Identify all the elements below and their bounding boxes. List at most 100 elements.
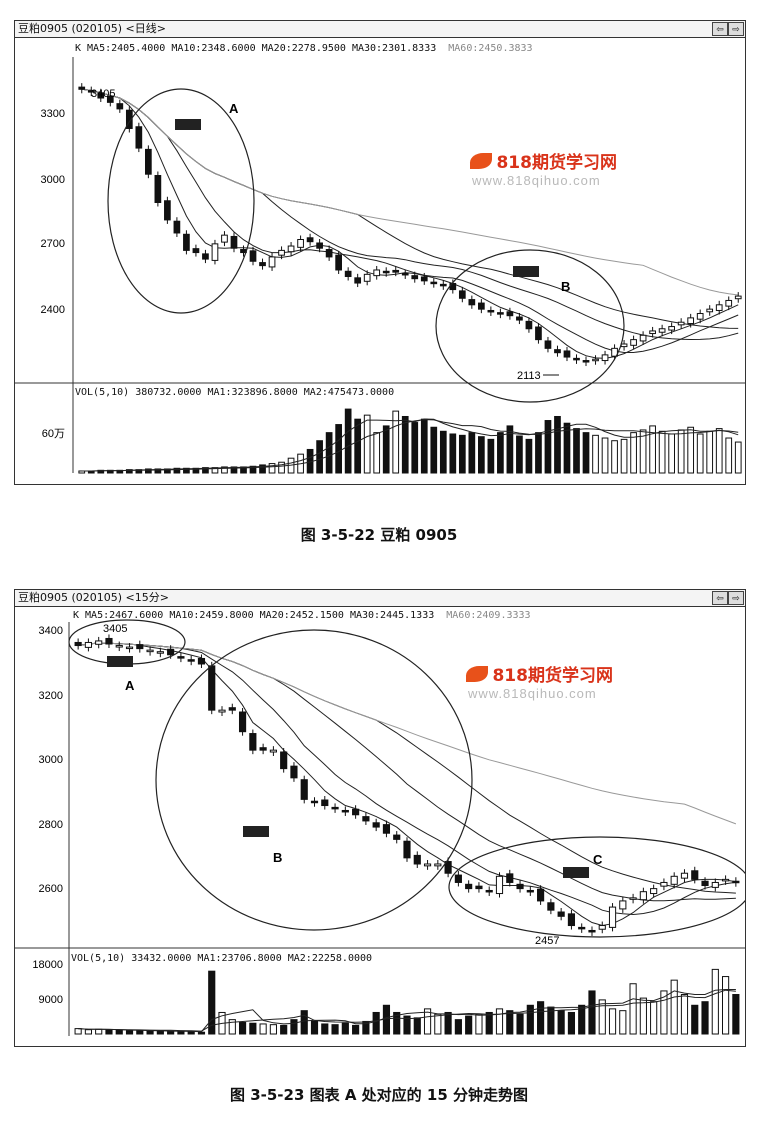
daily-candle (630, 335, 637, 350)
daily-candle (116, 99, 124, 113)
min15-volume-bar (711, 968, 719, 1035)
min15-ma60-value: MA60:2409.3333 (446, 610, 531, 621)
flame-icon-2 (466, 665, 488, 682)
min15-candle (259, 743, 267, 755)
watermark-logo-1: 818期货学习网 www.818qihuo.com (470, 148, 617, 188)
daily-candle (668, 322, 675, 335)
daily-volume-bar (487, 438, 495, 474)
min15-volume-bar (537, 1001, 545, 1035)
daily-candle (392, 266, 400, 277)
min15-volume-bar (269, 1024, 277, 1035)
daily-chart-title: 豆粕0905 (020105) <日线> (15, 21, 745, 38)
min15-chart-panel: 豆粕0905 (020105) <15分> ⇦ ⇨ K MA5:2467.600… (14, 589, 746, 1047)
min15-candle (454, 871, 462, 887)
daily-candle (458, 286, 466, 303)
min15-volume-bar (310, 1020, 319, 1035)
daily-candle (592, 355, 599, 365)
min15-volume-bar (238, 1022, 247, 1035)
daily-volume-bar (582, 432, 590, 474)
daily-volume-bar (354, 418, 362, 474)
min15-volume-bar (352, 1024, 360, 1035)
daily-volume-bar (506, 425, 514, 474)
daily-volume-bar (249, 465, 257, 474)
min15-candle (516, 880, 524, 893)
daily-candle (506, 307, 514, 320)
min15-volume-bar (423, 1008, 432, 1035)
daily-ma60-value: MA60:2450.3833 (448, 43, 533, 54)
daily-candle (382, 267, 390, 277)
min15-candle (495, 872, 504, 898)
min15-candle (84, 638, 92, 652)
min15-volume-bar (557, 1010, 565, 1035)
min15-candle (680, 869, 689, 883)
min15-candle (547, 898, 555, 915)
daily-volume-bar (335, 424, 342, 474)
min15-candle (475, 882, 483, 893)
daily-chart-canvas: 3300 3000 2700 2400 60万 A B 3405 2113 (15, 57, 745, 474)
daily-candle (87, 86, 95, 97)
min15-candle (722, 875, 730, 885)
daily-candle (420, 272, 428, 285)
daily-candle (439, 280, 447, 290)
min15-candle (403, 837, 411, 862)
min15-candle (156, 647, 164, 658)
daily-candle (78, 83, 86, 94)
min15-volume-bar (444, 1011, 452, 1035)
min15-candle (413, 851, 421, 868)
min15-candle (300, 775, 308, 804)
daily-candle (268, 252, 276, 271)
min15-ma10-line (78, 642, 736, 916)
min15-candle (372, 818, 380, 832)
min15-volume-bar (393, 1011, 401, 1035)
min15-volume-bar (629, 983, 637, 1035)
daily-volume-bar (430, 426, 438, 474)
daily-volume-bar (516, 435, 523, 474)
watermark-brand-1: 818期货学习网 (496, 153, 617, 173)
min15-volume-bar (732, 994, 740, 1035)
daily-candle (611, 344, 618, 361)
daily-volume-bar (677, 429, 685, 474)
min15-candle (321, 796, 329, 810)
min15-candle (280, 748, 288, 773)
daily-price-tick-3300: 3300 (41, 108, 65, 120)
min15-volume-bar (146, 1030, 154, 1035)
daily-volume-bar (658, 430, 666, 474)
min15-volume-bar (578, 1004, 586, 1035)
daily-volume-bar (734, 441, 742, 474)
annotation-label-a: A (229, 101, 239, 116)
min15-volume-bar (691, 1004, 699, 1035)
min15-candle (485, 886, 493, 896)
scroll-left-button[interactable]: ⇦ (712, 22, 728, 36)
daily-candle (373, 265, 381, 280)
daily-candle (715, 300, 723, 315)
watermark-brand-2: 818期货学习网 (492, 666, 613, 686)
daily-candle (335, 251, 342, 274)
min15-volume-bar (125, 1030, 134, 1035)
min15-vol-ma10-line (78, 989, 736, 1032)
scroll-right-button[interactable]: ⇨ (728, 22, 744, 36)
min15-candle (557, 908, 565, 921)
min15-volume-bar (105, 1029, 113, 1035)
min15-candle (382, 820, 391, 838)
min15-ma60-line (78, 642, 737, 825)
daily-volume-bar (630, 432, 637, 474)
min15-candle (208, 661, 216, 715)
min15-candle (567, 909, 576, 930)
min15-volume-bar (177, 1030, 185, 1035)
scroll-left-button-2[interactable]: ⇦ (712, 591, 728, 605)
min15-price-tick-3200: 3200 (39, 690, 63, 702)
daily-candle (173, 217, 181, 237)
daily-candle (278, 246, 285, 260)
min15-volume-bar (331, 1024, 339, 1035)
daily-ma-values: K MA5:2405.4000 MA10:2348.6000 MA20:2278… (75, 43, 437, 54)
min15-volume-bar (680, 994, 689, 1035)
min15-volume-bar (475, 1013, 483, 1035)
daily-volume-bar (449, 433, 457, 474)
scroll-right-button-2[interactable]: ⇨ (728, 591, 744, 605)
daily-candle (411, 271, 419, 283)
daily-volume-bar (202, 467, 209, 474)
daily-volume-bar (221, 466, 228, 474)
daily-volume-bar (573, 428, 580, 474)
daily-candle (430, 278, 438, 288)
daily-candle (221, 231, 228, 247)
